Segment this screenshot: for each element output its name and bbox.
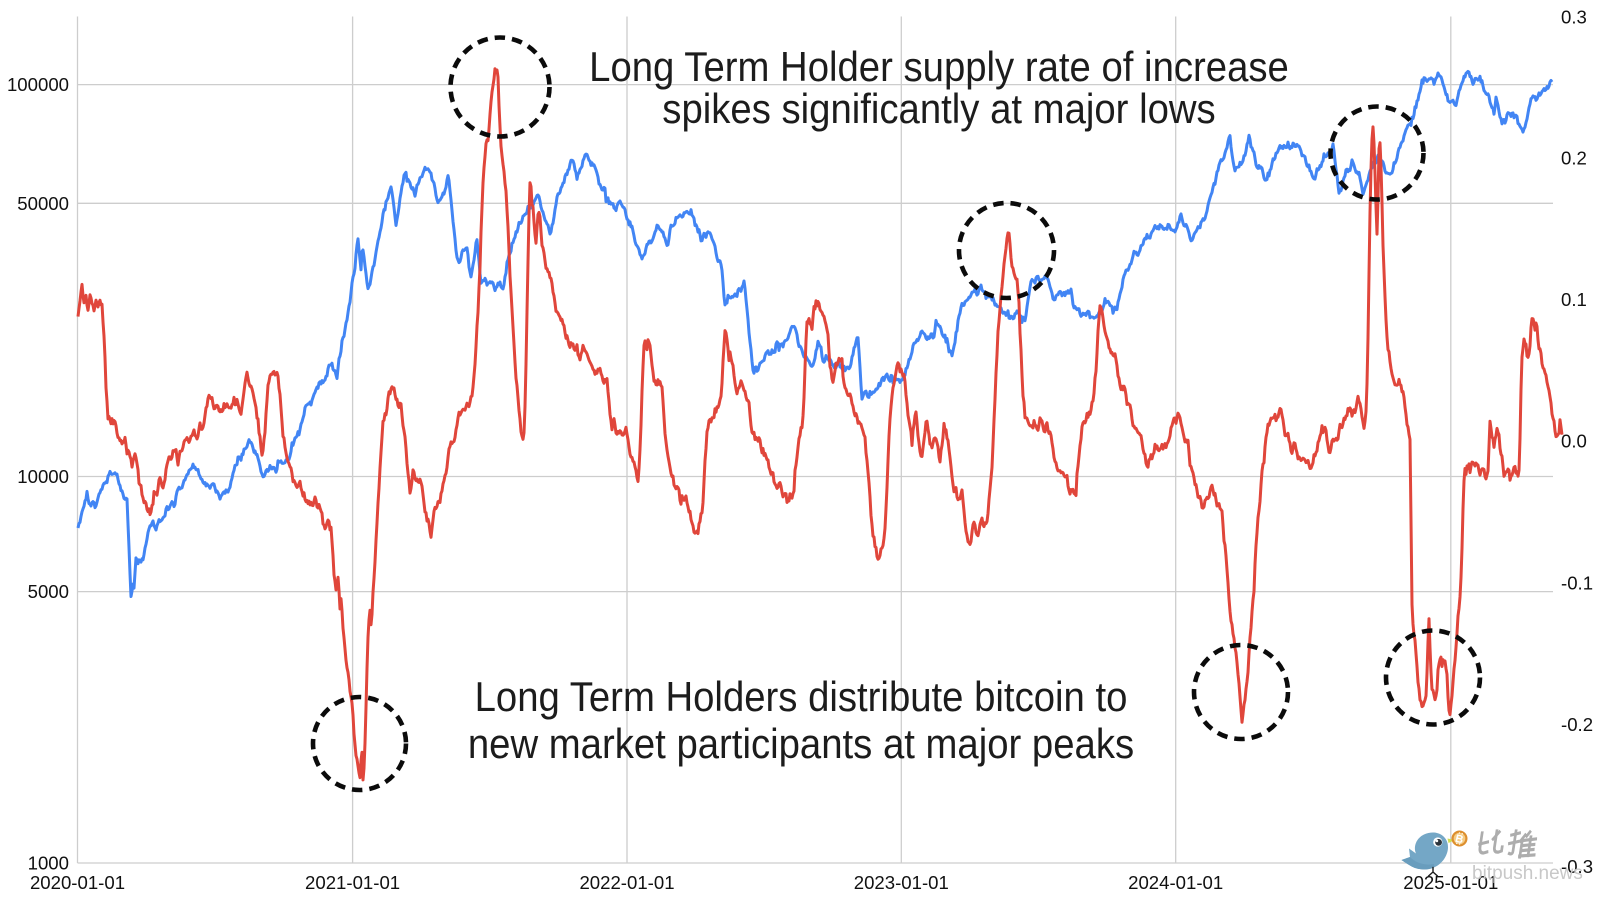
svg-text:5000: 5000 — [28, 581, 69, 602]
svg-text:2022-01-01: 2022-01-01 — [579, 872, 674, 893]
svg-text:2024-01-01: 2024-01-01 — [1128, 872, 1223, 893]
svg-text:Long Term Holders distribute b: Long Term Holders distribute bitcoin to — [475, 673, 1128, 720]
svg-text:B: B — [1454, 833, 1465, 847]
svg-text:Long Term Holder supply rate o: Long Term Holder supply rate of increase — [589, 43, 1289, 90]
svg-text:0.3: 0.3 — [1561, 7, 1587, 28]
svg-text:0.2: 0.2 — [1561, 148, 1587, 169]
svg-text:100000: 100000 — [7, 74, 69, 95]
svg-text:1000: 1000 — [28, 853, 69, 874]
svg-text:0.0: 0.0 — [1561, 431, 1587, 452]
svg-text:new market participants at maj: new market participants at major peaks — [468, 720, 1134, 767]
svg-text:2021-01-01: 2021-01-01 — [305, 872, 400, 893]
svg-text:2023-01-01: 2023-01-01 — [854, 872, 949, 893]
svg-text:50000: 50000 — [17, 193, 69, 214]
svg-text:2020-01-01: 2020-01-01 — [30, 872, 125, 893]
svg-text:-0.2: -0.2 — [1561, 714, 1593, 735]
svg-text:10000: 10000 — [17, 466, 69, 487]
svg-text:-0.3: -0.3 — [1561, 856, 1593, 877]
svg-text:0.1: 0.1 — [1561, 289, 1587, 310]
svg-text:2025-01-01: 2025-01-01 — [1403, 872, 1498, 893]
svg-text:spikes significantly at major: spikes significantly at major lows — [662, 85, 1215, 132]
svg-text:-0.1: -0.1 — [1561, 573, 1593, 594]
svg-text:bitpush.news: bitpush.news — [1472, 863, 1583, 884]
